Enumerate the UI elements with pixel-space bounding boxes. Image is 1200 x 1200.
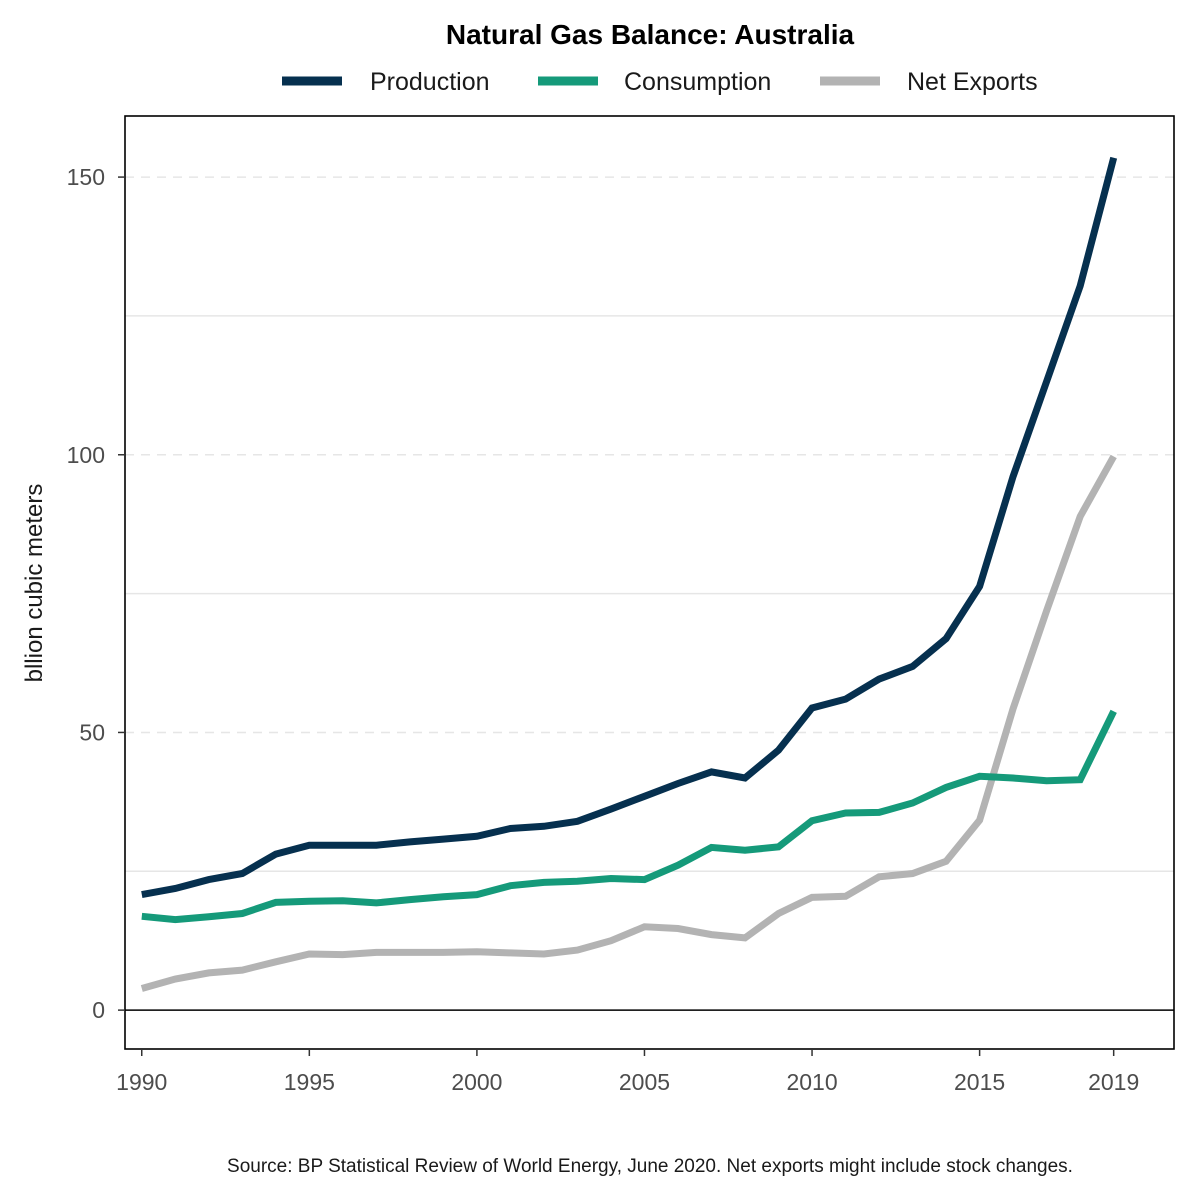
x-tick-label: 2000 (451, 1069, 502, 1095)
y-tick-label: 100 (67, 442, 105, 468)
plot-frame (124, 115, 1175, 1050)
gridlines (125, 176, 1174, 873)
series-line-consumption (141, 709, 1117, 924)
x-axis: 1990 1995 2000 2005 2010 2015 2019 (116, 1049, 1139, 1095)
y-tick-label: 0 (92, 997, 105, 1023)
legend-item-production: Production (282, 68, 490, 96)
series-line-production (141, 156, 1118, 899)
legend-label: Net Exports (907, 68, 1038, 96)
legend-label: Consumption (624, 68, 771, 96)
y-tick-label: 150 (67, 164, 105, 190)
legend: Production Consumption Net Exports (282, 68, 1038, 96)
chart-title: Natural Gas Balance: Australia (446, 19, 855, 50)
x-tick-label: 2019 (1088, 1069, 1139, 1095)
x-tick-label: 2015 (954, 1069, 1005, 1095)
legend-item-consumption: Consumption (538, 68, 771, 96)
y-axis: 0 50 100 150 (67, 164, 125, 1023)
y-tick-label: 50 (79, 719, 105, 745)
x-tick-label: 2010 (786, 1069, 837, 1095)
series-lines (140, 156, 1118, 992)
x-tick-label: 2005 (619, 1069, 670, 1095)
legend-item-net-exports: Net Exports (820, 68, 1038, 96)
series-line-net-exports (140, 454, 1117, 992)
legend-label: Production (370, 68, 490, 96)
x-tick-label: 1995 (284, 1069, 335, 1095)
y-axis-title: bllion cubic meters (21, 484, 48, 683)
x-tick-label: 1990 (116, 1069, 167, 1095)
caption: Source: BP Statistical Review of World E… (227, 1156, 1073, 1177)
